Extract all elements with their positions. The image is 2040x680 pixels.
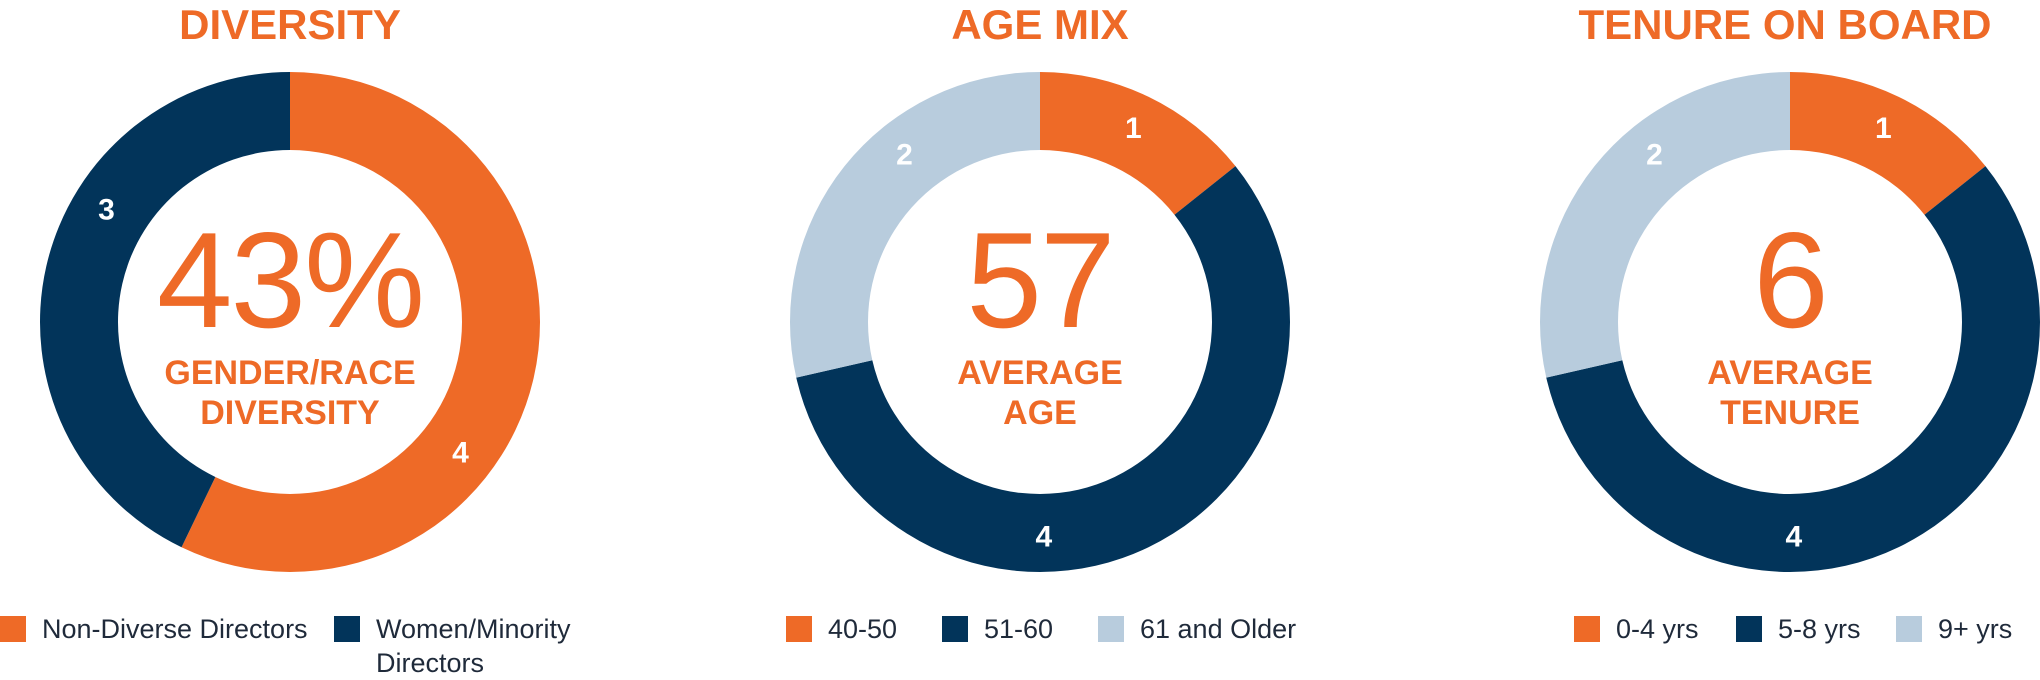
donut-segment xyxy=(1546,166,2040,572)
legend-label: Women/Minority Directors xyxy=(376,614,571,678)
center-value: 57 xyxy=(966,204,1115,356)
legend-label: 0-4 yrs xyxy=(1616,614,1699,644)
segment-value-label: 3 xyxy=(98,194,115,227)
legend-label: 61 and Older xyxy=(1140,614,1297,644)
legend-swatch xyxy=(942,616,968,642)
segment-value-label: 4 xyxy=(452,437,469,470)
center-label: AVERAGE TENURE xyxy=(1707,354,1873,432)
segment-value-label: 1 xyxy=(1875,112,1892,145)
center-label: GENDER/RACE DIVERSITY xyxy=(164,354,416,432)
legend-label: 51-60 xyxy=(984,614,1054,644)
donut-chart: 1 4 2 xyxy=(1540,72,2040,572)
segment-value-label: 2 xyxy=(1646,139,1663,172)
donut-chart: 43 xyxy=(40,72,541,572)
legend-label: Non-Diverse Directors xyxy=(42,614,308,644)
donut-chart: 1 4 2 xyxy=(790,72,1290,572)
legend-swatch xyxy=(786,616,812,642)
donut-segment xyxy=(1540,72,1790,378)
legend-label: 9+ yrs xyxy=(1938,614,2013,644)
center-value: 6 xyxy=(1753,204,1829,356)
donut-segment xyxy=(790,72,1040,378)
center-label: AVERAGE AGE xyxy=(957,354,1123,432)
donut-segment xyxy=(1790,72,1986,215)
chart-title: AGE MIX xyxy=(951,1,1129,48)
chart-title: DIVERSITY xyxy=(179,1,401,48)
legend-swatch xyxy=(1098,616,1124,642)
donut-segment xyxy=(796,166,1290,572)
segment-value-label: 4 xyxy=(1036,520,1053,553)
legend-label: 40-50 xyxy=(828,614,898,644)
chart-title: TENURE ON BOARD xyxy=(1578,1,1992,48)
donut-segment xyxy=(181,72,541,572)
center-value: 43% xyxy=(156,204,425,356)
legend-label: 5-8 yrs xyxy=(1778,614,1861,644)
chart-tenure: TENURE ON BOARD 1 4 2 6 AVERAGE TENURE 0-4… xyxy=(1530,0,2040,679)
segment-value-label: 1 xyxy=(1125,112,1142,145)
legend-swatch xyxy=(1736,616,1762,642)
chart-age-mix: AGE MIX 1 4 2 57 AVERAGE AGE 40-50 51-60 6… xyxy=(780,0,1300,679)
donut-segment xyxy=(40,72,290,548)
legend-swatch xyxy=(1896,616,1922,642)
donut-segment xyxy=(1040,72,1236,215)
segment-value-label: 2 xyxy=(896,139,913,172)
segment-value-label: 4 xyxy=(1786,520,1803,553)
legend-swatch xyxy=(1574,616,1600,642)
legend-swatch xyxy=(0,616,26,642)
legend-swatch xyxy=(334,616,360,642)
